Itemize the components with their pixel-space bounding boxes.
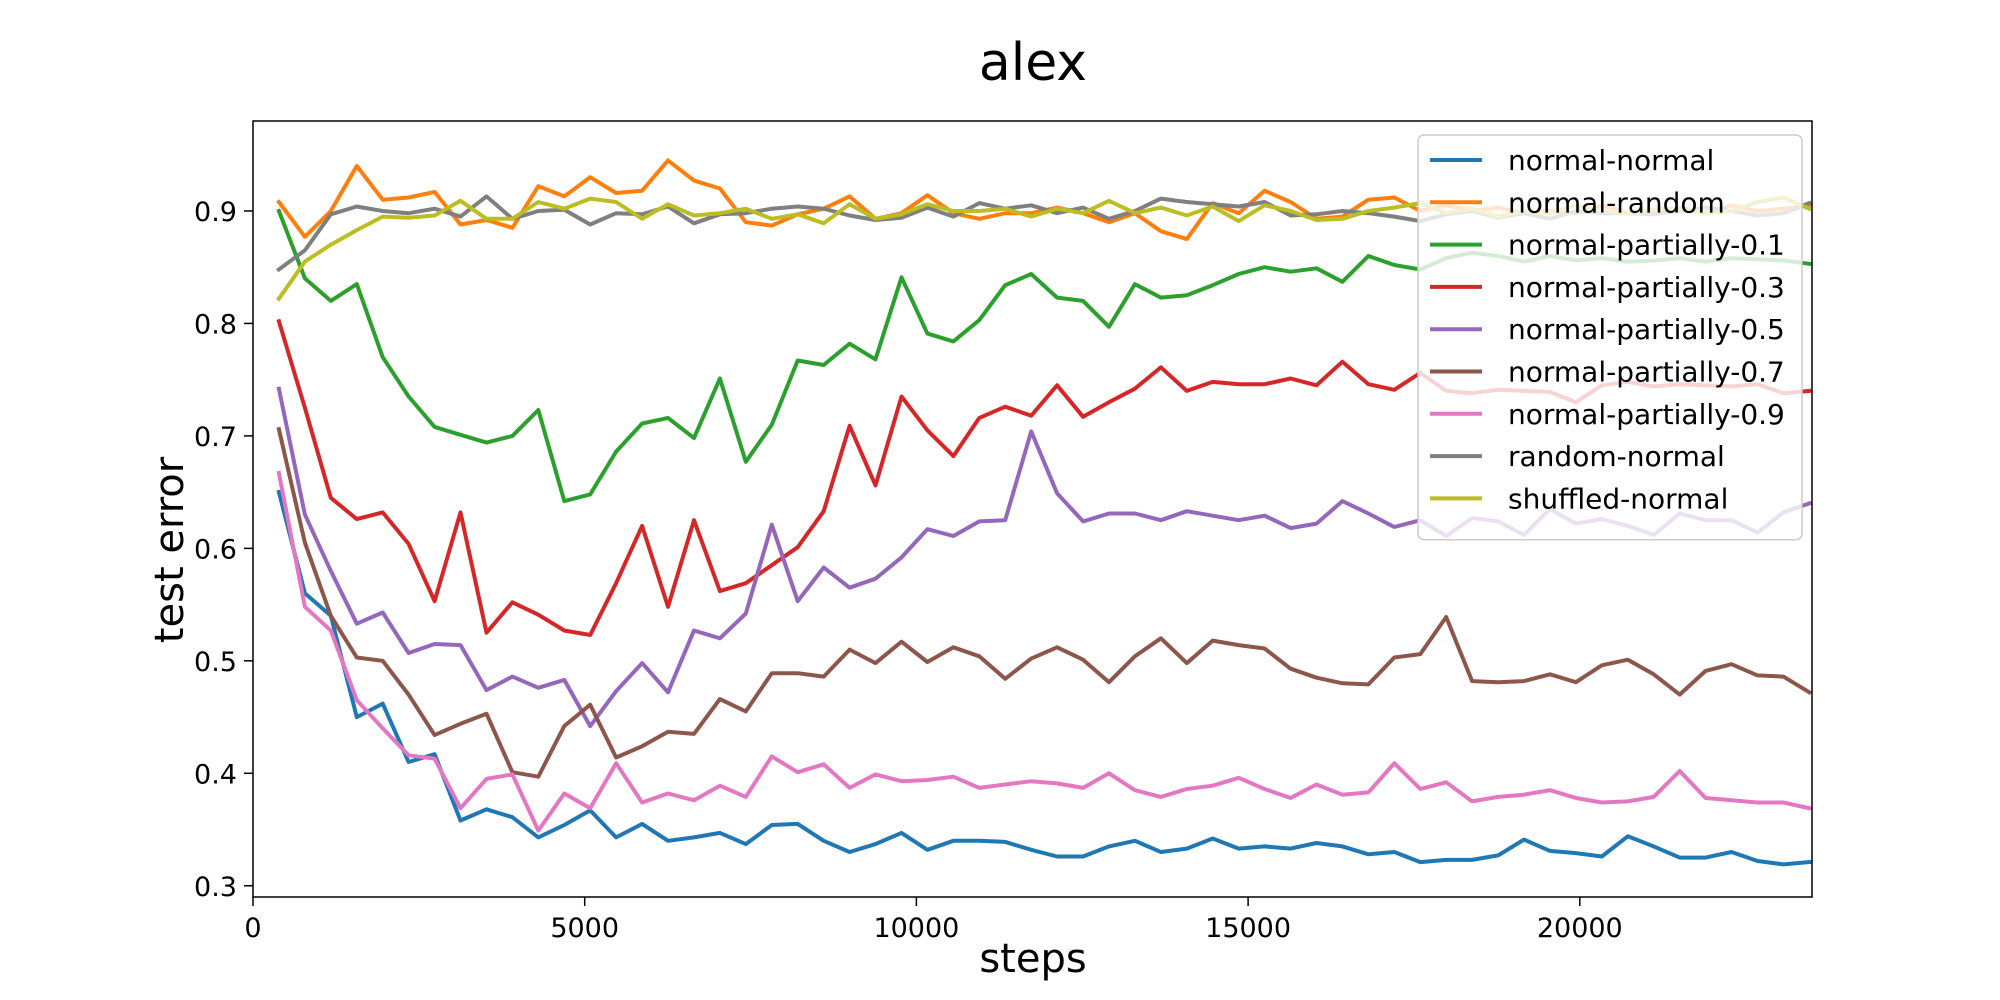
legend-box [1417,134,1803,541]
legend-item: normal-partially-0.3 [1430,271,1785,304]
x-axis-label: steps [979,936,1086,982]
legend-item: normal-partially-0.1 [1430,229,1785,262]
legend-item: normal-random [1430,186,1725,219]
series-lines [276,158,1812,867]
legend-label: normal-partially-0.3 [1508,271,1785,304]
legend-label: normal-partially-0.1 [1508,229,1785,262]
x-tick-label: 0 [244,913,261,944]
chart-title: alex [979,33,1087,93]
legend-label: normal-partially-0.7 [1508,356,1785,389]
plot-frame [252,120,1813,898]
legend-label: normal-partially-0.9 [1508,398,1785,431]
legend-item: normal-partially-0.9 [1430,398,1785,431]
legend-label: normal-partially-0.5 [1508,313,1785,346]
legend-item: normal-normal [1430,144,1714,177]
x-tick-label: 5000 [550,913,619,944]
x-tick-label: 15000 [1205,913,1291,944]
legend: normal-normal normal-random normal-partial… [1417,134,1803,541]
y-axis-label: test error [147,456,193,643]
x-tick-label: 20000 [1537,913,1623,944]
y-axis: 0.3 0.4 0.5 0.6 0.7 0.8 0.9 [194,197,253,903]
legend-label: normal-normal [1508,144,1714,177]
x-tick-label: 10000 [873,913,959,944]
y-tick-label: 0.4 [194,759,237,790]
y-tick-label: 0.6 [194,534,237,565]
y-tick-label: 0.3 [194,872,237,903]
plot-area [252,120,1813,898]
series-line-normal-normal [276,489,1812,867]
legend-item: normal-partially-0.7 [1430,356,1785,389]
y-tick-label: 0.8 [194,309,237,340]
legend-label: shuffled-normal [1508,482,1728,515]
legend-label: random-normal [1508,440,1725,473]
x-axis: 0 5000 10000 15000 20000 [244,897,1623,944]
legend-item: normal-partially-0.5 [1430,313,1785,346]
y-tick-label: 0.9 [194,197,237,228]
series-line-normal-partially-0.9 [276,470,1812,833]
legend-item: shuffled-normal [1430,482,1728,515]
y-tick-label: 0.7 [194,422,237,453]
legend-item: random-normal [1430,440,1725,473]
series-line-normal-partially-0.7 [276,426,1812,779]
legend-label: normal-random [1508,186,1725,219]
y-tick-label: 0.5 [194,647,237,678]
